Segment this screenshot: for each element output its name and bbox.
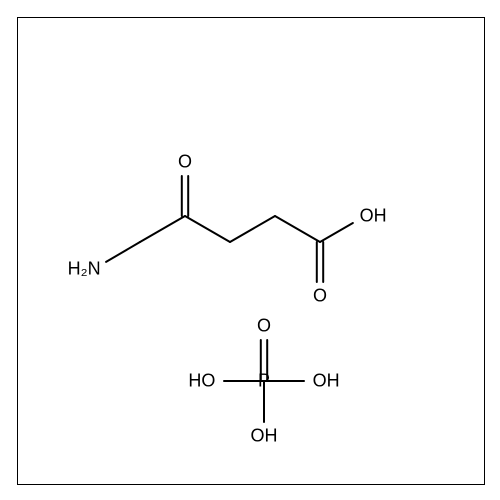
atom-label-oup: O bbox=[257, 316, 271, 337]
atom-label-o1: O bbox=[178, 152, 192, 173]
atom-label-ohr: OH bbox=[313, 371, 340, 392]
atom-label-o2: O bbox=[313, 286, 327, 307]
atom-label-oh: OH bbox=[360, 206, 387, 227]
atom-label-p: P bbox=[258, 371, 270, 392]
atom-label-ohd: OH bbox=[251, 426, 278, 447]
atom-label-nh2: H₂N bbox=[68, 259, 101, 280]
atom-label-ohl: HO bbox=[188, 371, 215, 392]
